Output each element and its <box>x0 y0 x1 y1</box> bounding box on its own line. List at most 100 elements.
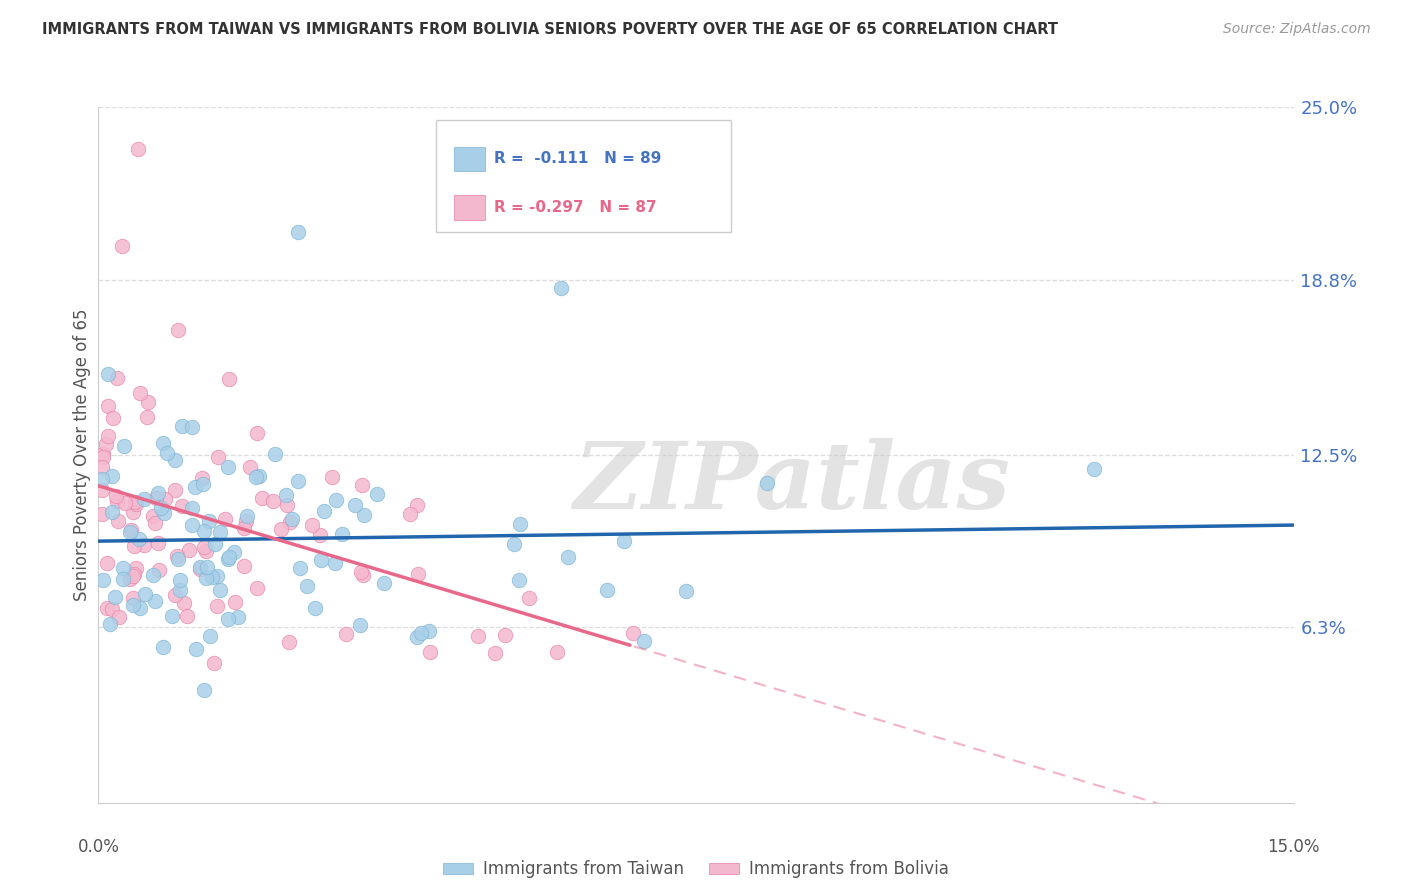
Point <box>184 641 207 656</box>
Point <box>193 524 215 538</box>
Point <box>127 142 149 156</box>
Point <box>120 523 142 537</box>
Point <box>124 561 146 575</box>
Point <box>484 646 506 660</box>
Point <box>94 437 117 451</box>
Point <box>217 612 239 626</box>
Point <box>287 225 309 239</box>
Point <box>191 471 214 485</box>
Point <box>179 542 201 557</box>
Point <box>208 525 231 540</box>
Point <box>96 556 118 570</box>
Point <box>105 371 128 385</box>
Point <box>309 553 332 567</box>
Point <box>419 645 441 659</box>
Point <box>204 537 226 551</box>
Point <box>236 509 259 524</box>
Point <box>114 496 136 510</box>
Point <box>153 492 176 507</box>
Point <box>191 477 214 491</box>
Point <box>633 634 655 648</box>
Point <box>494 627 516 641</box>
Point <box>270 522 292 536</box>
Point <box>321 470 343 484</box>
Point <box>160 609 183 624</box>
Point <box>467 629 489 643</box>
Point <box>195 572 218 586</box>
Point <box>247 469 270 483</box>
Point <box>188 562 211 576</box>
Point <box>200 629 222 643</box>
Point <box>152 435 174 450</box>
Point <box>330 526 353 541</box>
Point <box>100 601 122 615</box>
Point <box>91 472 114 486</box>
Point <box>156 446 179 460</box>
Point <box>193 682 215 697</box>
Point <box>508 573 530 587</box>
Point <box>124 566 146 581</box>
Point <box>193 541 215 555</box>
Point <box>170 499 193 513</box>
Point <box>226 610 249 624</box>
Point <box>100 617 122 632</box>
Text: R = -0.297   N = 87: R = -0.297 N = 87 <box>494 200 657 215</box>
Point <box>169 573 191 587</box>
Point <box>136 410 159 425</box>
Point <box>91 460 114 475</box>
Point <box>91 573 114 587</box>
Point <box>309 528 332 542</box>
Point <box>312 504 335 518</box>
Point <box>120 525 142 540</box>
Point <box>134 587 156 601</box>
Legend: Immigrants from Taiwan, Immigrants from Bolivia: Immigrants from Taiwan, Immigrants from … <box>436 854 956 885</box>
Point <box>197 560 219 574</box>
Point <box>250 491 273 505</box>
Point <box>209 582 232 597</box>
Point <box>107 514 129 528</box>
Point <box>613 533 636 548</box>
Point <box>277 635 299 649</box>
Point <box>201 569 224 583</box>
Point <box>246 581 269 595</box>
Point <box>353 508 375 522</box>
Point <box>550 281 572 295</box>
Point <box>166 549 188 563</box>
Point <box>143 516 166 530</box>
Point <box>100 505 122 519</box>
Point <box>105 494 128 508</box>
Point <box>91 450 114 464</box>
Point <box>546 645 568 659</box>
Point <box>373 576 395 591</box>
Point <box>167 323 190 337</box>
Point <box>297 579 319 593</box>
Point <box>621 625 644 640</box>
Point <box>101 411 124 425</box>
Point <box>217 459 239 474</box>
Point <box>352 478 374 492</box>
Point <box>235 514 257 528</box>
Point <box>246 425 269 440</box>
Point <box>128 385 150 400</box>
Point <box>502 537 524 551</box>
Point <box>129 601 152 615</box>
Point <box>148 563 170 577</box>
Point <box>675 583 697 598</box>
Point <box>335 627 357 641</box>
Point <box>198 514 221 528</box>
Point <box>145 491 167 506</box>
Point <box>163 453 186 467</box>
Point <box>276 499 298 513</box>
Point <box>97 399 120 413</box>
Point <box>222 545 245 559</box>
Point <box>150 500 173 515</box>
Point <box>124 495 146 509</box>
Point <box>278 515 301 529</box>
Point <box>105 489 128 503</box>
Point <box>281 512 304 526</box>
Point <box>176 608 198 623</box>
Point <box>350 565 373 579</box>
Text: 15.0%: 15.0% <box>1267 838 1320 856</box>
Point <box>122 599 145 613</box>
Point <box>325 493 347 508</box>
